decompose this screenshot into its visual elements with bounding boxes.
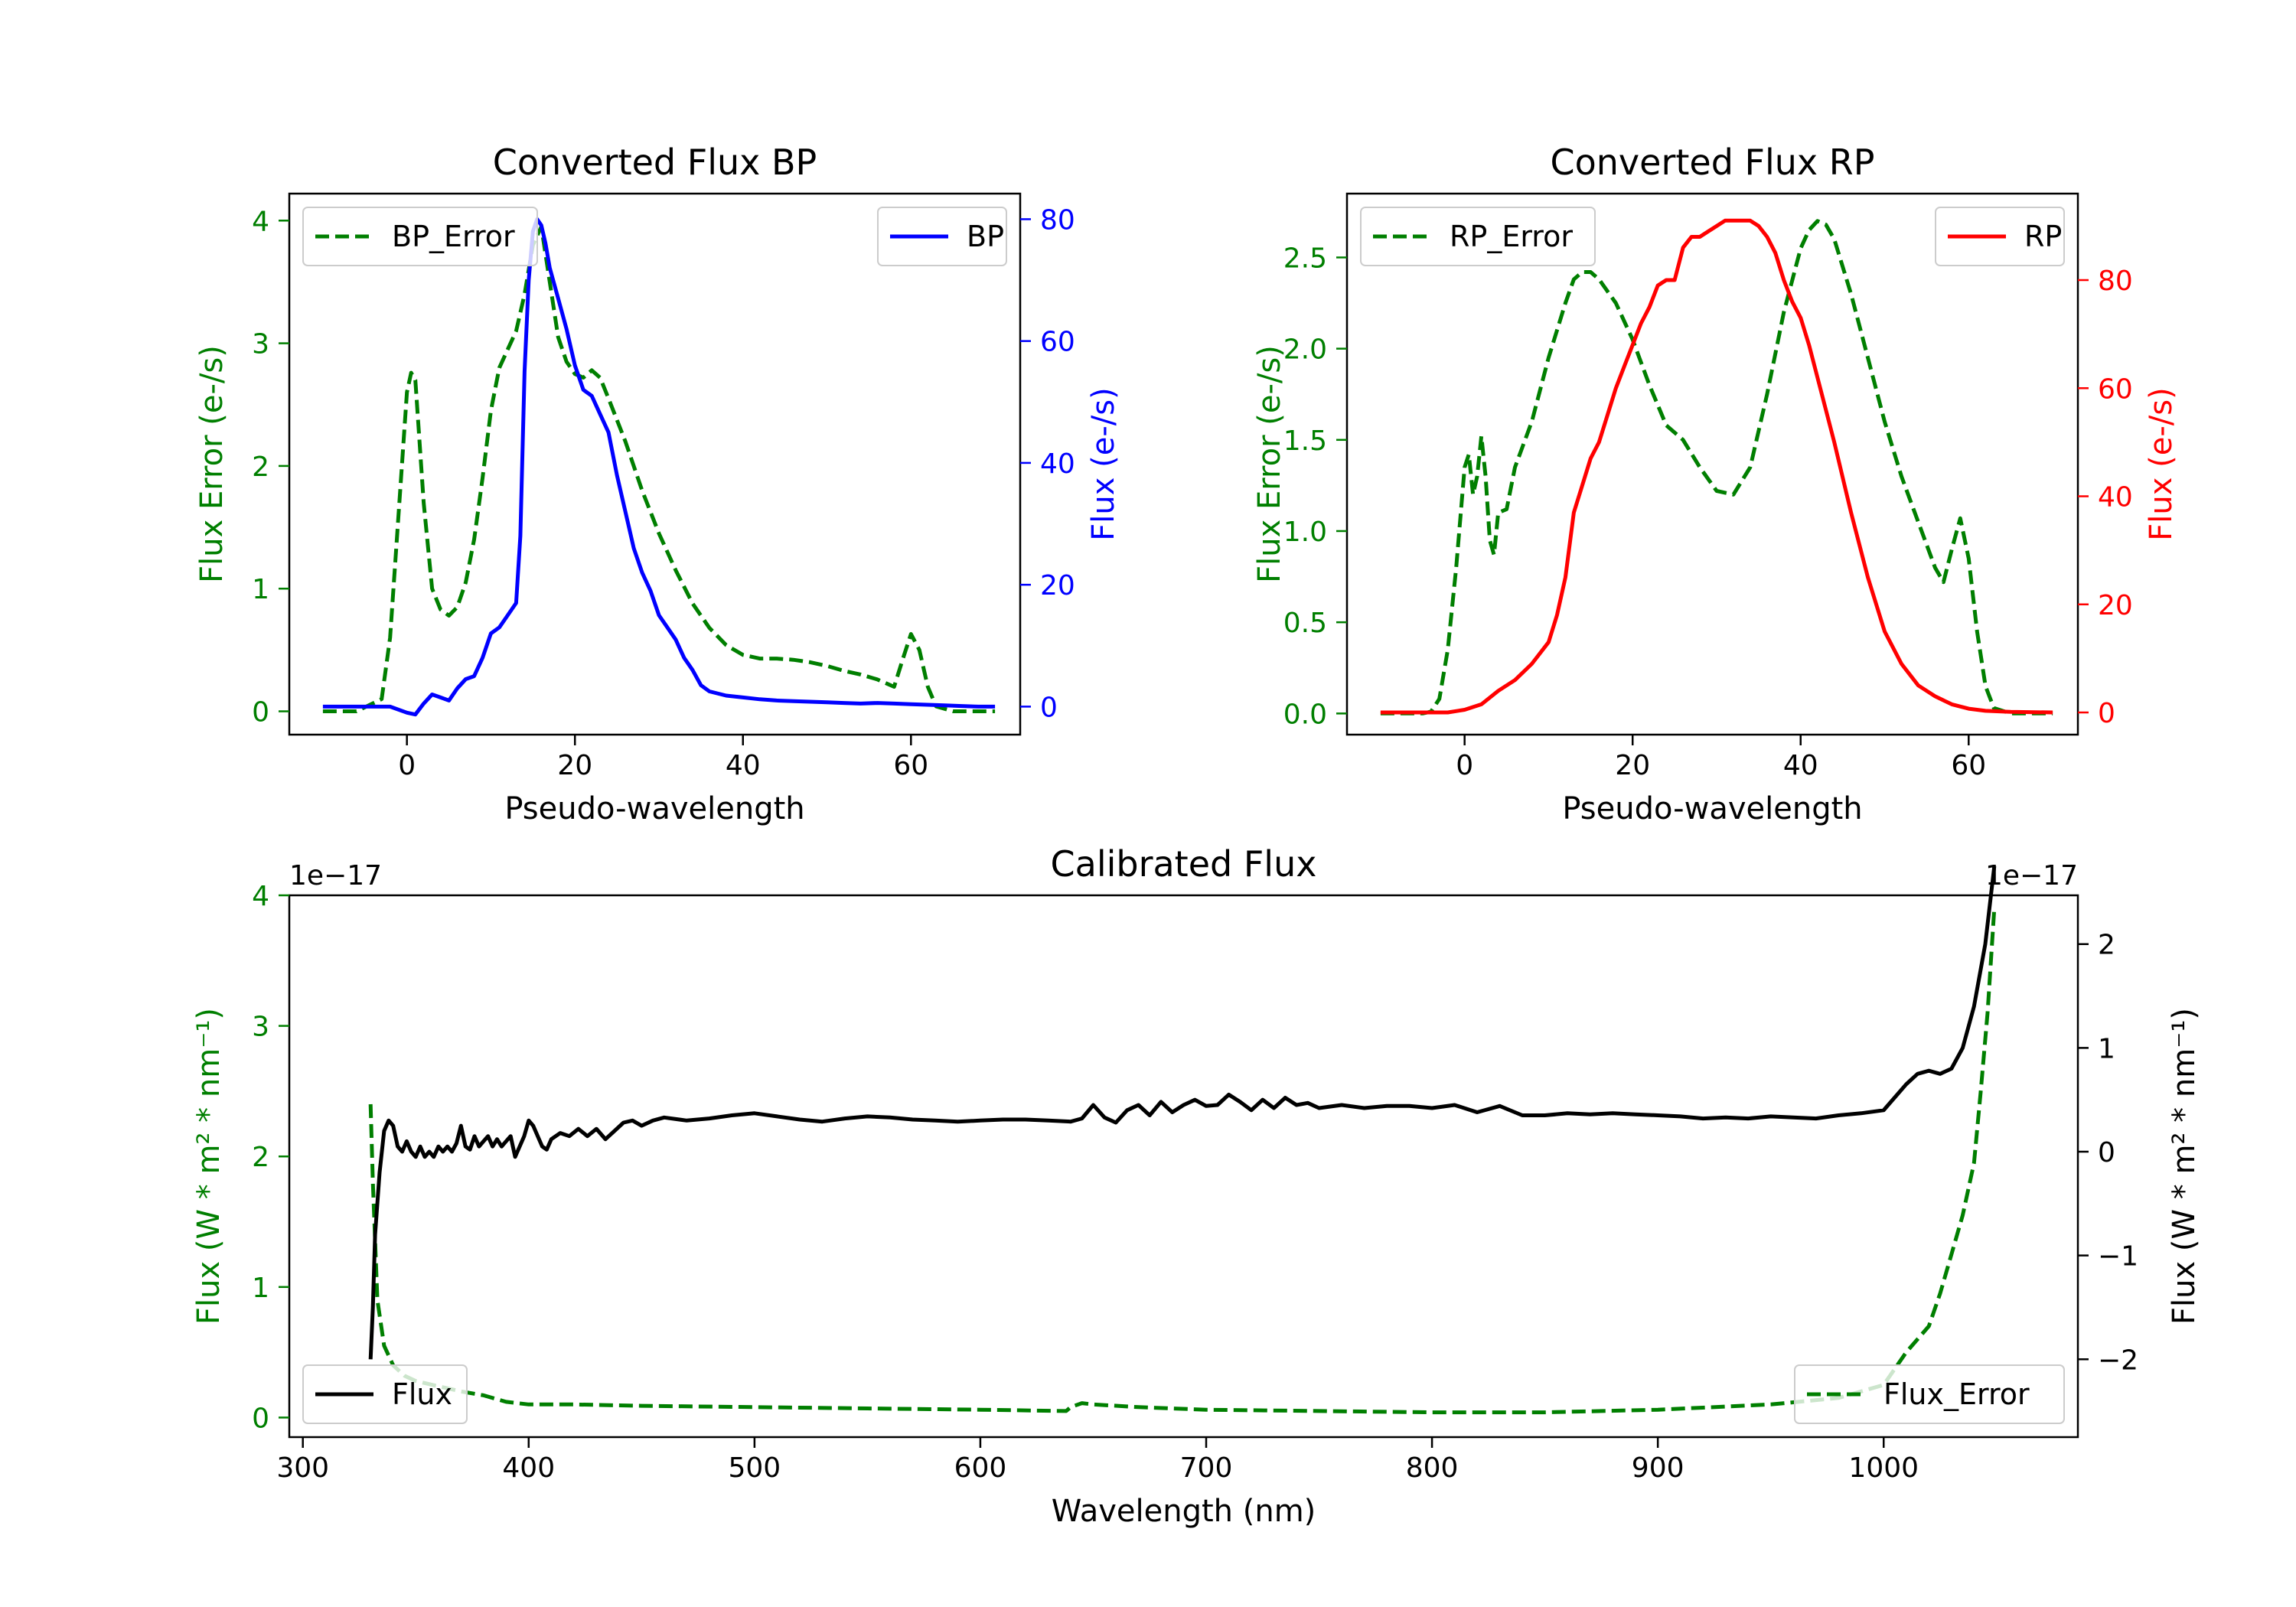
bp-legend-bp: BP	[877, 207, 1007, 266]
legend-box	[302, 1364, 468, 1424]
bp-y-left-tick-label: 2	[252, 451, 269, 483]
bp-y-right-tick-label: 60	[1040, 327, 1075, 358]
cal-legend-flux: Flux	[302, 1364, 468, 1424]
legend-box	[302, 207, 538, 266]
bp-series-bp-error	[322, 224, 996, 713]
rp-y-right-tick-label: 40	[2098, 482, 2133, 513]
cal-x-tick-label: 900	[1632, 1452, 1684, 1484]
cal-y-left-tick-label: 0	[252, 1403, 269, 1434]
rp-x-tick-label: 60	[1951, 750, 1986, 781]
bp-x-tick-label: 60	[893, 750, 928, 781]
legend-label: BP	[967, 220, 1004, 253]
rp-y-right-tick-label: 80	[2098, 266, 2133, 297]
cal-y-right-label: Flux (W * m² * nm⁻¹)	[2167, 1008, 2202, 1325]
rp-legend-rp: RP	[1935, 207, 2065, 266]
rp-y-right-tick-label: 0	[2098, 698, 2115, 729]
rp-x-label: Pseudo-wavelength	[1562, 791, 1862, 826]
cal-series-flux-error	[368, 908, 1997, 1415]
cal-x-tick-label: 700	[1180, 1452, 1233, 1484]
cal-x-tick-label: 600	[954, 1452, 1007, 1484]
cal-y-right-tick-label: −1	[2098, 1241, 2138, 1273]
rp-y-left-label: Flux Error (e-/s)	[1252, 345, 1287, 583]
bp-y-left-tick-label: 4	[252, 206, 269, 237]
cal-y-right-tick-label: 0	[2098, 1137, 2115, 1169]
bp-y-right-tick-label: 0	[1040, 692, 1058, 723]
legend-label: BP_Error	[392, 220, 515, 253]
bp-legend-bp-error: BP_Error	[302, 207, 538, 266]
rp-series-rp	[1380, 218, 2053, 715]
cal-offset-text-left: 1e−17	[289, 860, 382, 892]
bp-y-left-tick-label: 0	[252, 697, 269, 729]
rp-legend-rp-error: RP_Error	[1360, 207, 1596, 266]
cal-title: Calibrated Flux	[1051, 843, 1317, 885]
legend-label: Flux_Error	[1883, 1377, 2030, 1411]
legend-label: RP_Error	[1450, 220, 1573, 253]
rp-x-tick-label: 0	[1456, 750, 1473, 781]
rp-y-right-tick-label: 60	[2098, 373, 2133, 405]
bp-y-right-tick-label: 40	[1040, 448, 1075, 480]
cal-x-tick-label: 500	[728, 1452, 781, 1484]
rp-y-left-tick-label: 1.0	[1283, 517, 1327, 548]
bp-y-right-tick-label: 20	[1040, 570, 1075, 601]
cal-series-flux	[368, 865, 1997, 1360]
bp-x-label: Pseudo-wavelength	[504, 791, 804, 826]
bp-y-left-tick-label: 3	[252, 329, 269, 360]
legend-box	[1360, 207, 1596, 266]
bp-y-right-tick-label: 80	[1040, 204, 1075, 236]
cal-x-label: Wavelength (nm)	[1052, 1494, 1316, 1529]
legend-box	[1794, 1364, 2065, 1424]
cal-y-right-tick-label: −2	[2098, 1345, 2138, 1376]
bp-y-left-tick-label: 1	[252, 574, 269, 605]
rp-y-left-tick-label: 1.5	[1283, 425, 1327, 457]
bp-y-right-label: Flux (e-/s)	[1086, 387, 1121, 540]
cal-panel: 300 400 500 600 700 800 900 1000 0 1 2 3 4 −2 −1 0 1 2 Cal…	[191, 843, 2202, 1529]
cal-y-left-tick-label: 1	[252, 1273, 269, 1304]
rp-x-tick-label: 20	[1615, 750, 1650, 781]
rp-y-right-tick-label: 20	[2098, 590, 2133, 621]
rp-y-left-tick-label: 2.0	[1283, 334, 1327, 366]
cal-axes-frame	[288, 894, 2079, 1439]
bp-axes-frame	[288, 192, 1022, 736]
bp-x-tick-label: 20	[557, 750, 592, 781]
bp-x-tick-label: 0	[398, 750, 416, 781]
cal-y-right-tick-label: 2	[2098, 930, 2115, 961]
cal-y-left-label: Flux (W * m² * nm⁻¹)	[191, 1008, 227, 1325]
rp-y-right-label: Flux (e-/s)	[2144, 387, 2179, 540]
cal-y-right-tick-label: 1	[2098, 1033, 2115, 1064]
rp-y-left-tick-label: 2.5	[1283, 243, 1327, 274]
bp-series-bp	[322, 217, 996, 717]
rp-x-tick-label: 40	[1783, 750, 1818, 781]
cal-y-left-tick-label: 3	[252, 1012, 269, 1043]
rp-series-rp-error	[1380, 219, 2053, 715]
bp-x-tick-label: 40	[726, 750, 761, 781]
legend-label: Flux	[392, 1377, 452, 1411]
rp-title: Converted Flux RP	[1551, 142, 1875, 183]
cal-x-tick-label: 400	[502, 1452, 555, 1484]
rp-panel: 0 20 40 60 0.0 0.5 1.0 1.5 2.0 2.5 0 20 40 60 80 Conver…	[1252, 142, 2179, 826]
rp-y-left-tick-label: 0.5	[1283, 608, 1327, 639]
bp-title: Converted Flux BP	[493, 142, 817, 183]
cal-y-left-tick-label: 2	[252, 1142, 269, 1173]
legend-label: RP	[2024, 220, 2062, 253]
cal-offset-text-right: 1e−17	[1985, 860, 2078, 892]
rp-y-left-tick-label: 0.0	[1283, 699, 1327, 730]
cal-y-left-tick-label: 4	[252, 881, 269, 912]
cal-x-tick-label: 300	[276, 1452, 329, 1484]
cal-x-tick-label: 1000	[1848, 1452, 1919, 1484]
cal-legend-flux-error: Flux_Error	[1794, 1364, 2065, 1424]
rp-axes-frame	[1345, 192, 2079, 736]
cal-x-tick-label: 800	[1406, 1452, 1459, 1484]
bp-y-left-label: Flux Error (e-/s)	[194, 345, 230, 583]
